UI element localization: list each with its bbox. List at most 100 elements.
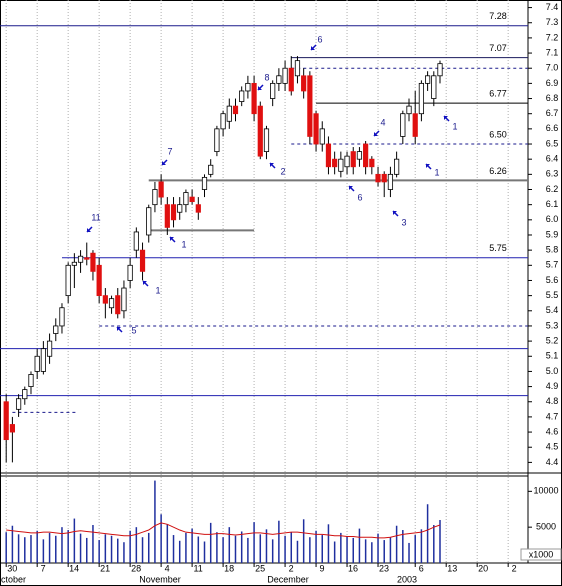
candle-body (387, 173, 394, 190)
x-tick-label: 4 (165, 563, 170, 573)
candle-body (270, 82, 276, 99)
annotation-arrowhead (311, 46, 315, 50)
candle-body (22, 389, 28, 400)
x-tick-label: 6 (419, 563, 424, 573)
candle-body (53, 325, 59, 334)
x-tick-label: 20 (478, 563, 488, 573)
candle-body (400, 113, 406, 137)
candle-body (65, 264, 71, 297)
candle-body (332, 158, 338, 168)
y-tick-label: 6.3 (546, 169, 559, 179)
annotation-label: 8 (264, 72, 269, 82)
y-tick-label: 4.8 (546, 396, 559, 406)
candle-body (431, 75, 437, 99)
candle-body (214, 128, 220, 153)
x-tick-label: 28 (131, 563, 141, 573)
y-tick-label: 4.9 (546, 381, 559, 391)
volume-tick-label: 10000 (533, 486, 558, 496)
candle-body (3, 401, 9, 441)
month-label: 2003 (397, 574, 417, 584)
candle-body (369, 158, 375, 168)
candle-body (257, 105, 263, 157)
x-tick-label: 14 (69, 563, 79, 573)
annotation-arrowhead (444, 116, 448, 120)
candle-body (9, 424, 15, 433)
annotation-arrowhead (426, 164, 430, 168)
y-tick-label: 7.4 (546, 2, 559, 12)
candle-body (164, 204, 170, 228)
candle-body (412, 113, 418, 137)
y-tick-label: 4.6 (546, 426, 559, 436)
y-tick-label: 5.4 (546, 305, 559, 315)
candle-body (133, 231, 139, 251)
x-tick-label: 7 (41, 563, 46, 573)
x-tick-label: 18 (224, 563, 234, 573)
candle-body (313, 113, 319, 145)
x-tick-label: 13 (447, 563, 457, 573)
x-tick-label: 2 (289, 563, 294, 573)
y-tick-label: 7.2 (546, 32, 559, 42)
month-label: December (267, 574, 309, 584)
candle-body (375, 173, 381, 183)
y-tick-label: 5.8 (546, 245, 559, 255)
candle-body (239, 90, 245, 102)
x-tick-label: 25 (255, 563, 265, 573)
x-tick-label: 30 (7, 563, 17, 573)
volume-tick-label: 5000 (536, 522, 556, 532)
candle-body (301, 75, 307, 92)
y-tick-label: 6.0 (546, 214, 559, 224)
candle-body (319, 128, 325, 145)
candle-body (28, 374, 34, 387)
y-tick-label: 7.3 (546, 17, 559, 27)
y-tick-label: 4.5 (546, 442, 559, 452)
y-tick-label: 6.8 (546, 93, 559, 103)
annotation-arrowhead (170, 237, 174, 241)
x-tick-label: 16 (348, 563, 358, 573)
annotation-arrowhead (393, 211, 397, 215)
candle-body (276, 75, 282, 84)
candle-body (183, 192, 189, 206)
candle-body (208, 164, 214, 175)
candle-body (102, 295, 108, 304)
annotation-arrowhead (349, 186, 353, 190)
candle-body (201, 176, 208, 190)
candle-body (406, 105, 412, 115)
candle-body (77, 255, 84, 263)
level-label: 6.50 (489, 129, 507, 139)
y-tick-label: 5.6 (546, 275, 559, 285)
level-label: 7.07 (489, 43, 507, 53)
y-tick-label: 6.6 (546, 123, 559, 133)
x-tick-label: 9 (320, 563, 325, 573)
candle-body (425, 75, 431, 84)
y-tick-label: 4.4 (546, 457, 559, 467)
annotation-arrowhead (270, 163, 274, 167)
annotation-arrowhead (162, 161, 166, 165)
candle-body (394, 158, 400, 175)
y-tick-label: 5.3 (546, 320, 559, 330)
candle-body (363, 143, 369, 168)
candle-body (338, 158, 344, 172)
y-tick-label: 6.9 (546, 78, 559, 88)
candle-body (189, 196, 195, 203)
y-tick-label: 5.2 (546, 335, 559, 345)
annotation-arrowhead (258, 86, 262, 90)
candle-body (356, 151, 363, 160)
candle-body (251, 82, 257, 115)
annotation-label: 1 (434, 167, 439, 177)
candle-body (115, 295, 121, 315)
annotation-arrowhead (117, 327, 121, 331)
month-label: November (139, 574, 181, 584)
annotation-label: 6 (317, 34, 322, 44)
candle-body (96, 264, 102, 297)
candle-body (146, 207, 152, 236)
x-tick-label: 23 (379, 563, 389, 573)
annotation-label: 1 (452, 121, 457, 131)
candle-body (71, 261, 77, 266)
y-tick-label: 5.1 (546, 351, 559, 361)
candle-body (226, 105, 232, 122)
candle-body (344, 155, 350, 168)
level-label: 7.28 (489, 11, 507, 21)
unit-box (520, 548, 562, 561)
y-tick-label: 7.1 (546, 47, 559, 57)
